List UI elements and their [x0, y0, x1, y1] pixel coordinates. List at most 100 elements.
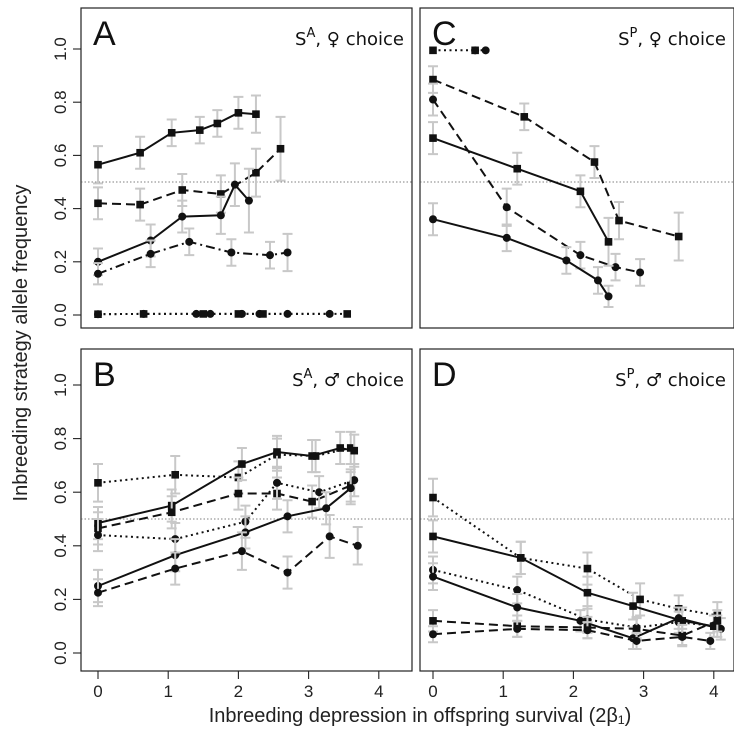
data-point	[94, 160, 102, 169]
panel-d-title: SP, ♂ choice	[615, 367, 726, 391]
data-point	[192, 309, 201, 318]
x-tick-label: 1	[498, 682, 507, 701]
data-point	[576, 187, 585, 196]
data-point	[513, 624, 522, 633]
panel-c-series-5	[428, 121, 614, 267]
data-point	[632, 625, 641, 633]
panel-c-series-4	[428, 82, 646, 287]
data-point	[604, 292, 613, 301]
data-point	[481, 46, 490, 55]
series-line	[432, 575, 722, 640]
x-tick-label: 4	[709, 682, 718, 701]
data-point	[276, 144, 285, 153]
panel-d-frame	[419, 348, 734, 672]
data-point	[217, 190, 225, 198]
series-line	[97, 111, 257, 166]
data-point	[265, 251, 274, 260]
data-point	[576, 251, 585, 260]
data-point	[94, 199, 102, 208]
series-line	[432, 137, 610, 243]
data-point	[502, 203, 511, 212]
panel-c: C SP, ♀ choice	[419, 7, 734, 329]
data-point	[252, 110, 260, 118]
data-point	[136, 200, 144, 209]
data-point	[678, 632, 687, 641]
data-point	[346, 484, 355, 493]
data-point	[206, 309, 215, 318]
data-point	[283, 309, 292, 318]
data-point	[308, 497, 316, 506]
data-point	[139, 310, 148, 318]
panel-a-series-2	[93, 115, 286, 222]
data-point	[429, 46, 437, 55]
y-axis-label: Inbreeding strategy allele frequency	[10, 185, 32, 502]
data-point	[674, 232, 683, 241]
data-point	[350, 476, 359, 485]
data-point	[429, 572, 437, 581]
data-point	[562, 256, 571, 265]
y-tick-label: 0.4	[51, 534, 70, 558]
data-point	[94, 479, 102, 487]
data-point	[520, 113, 529, 121]
data-point	[583, 588, 592, 597]
data-point	[244, 196, 253, 205]
data-point	[502, 233, 511, 242]
x-tick-label: 2	[569, 682, 578, 701]
series-line	[432, 78, 679, 238]
data-point	[429, 493, 437, 502]
data-point	[94, 310, 102, 319]
data-point	[234, 489, 243, 498]
data-point	[213, 119, 222, 128]
y-tick-label: 0.8	[51, 90, 70, 114]
data-point	[234, 109, 243, 117]
data-point	[238, 460, 246, 468]
data-point	[674, 614, 683, 623]
panel-a-letter: A	[93, 15, 116, 53]
data-point	[636, 595, 644, 604]
data-point	[513, 586, 522, 595]
x-axis-label: Inbreeding depression in offspring survi…	[209, 705, 632, 727]
axes-extra: 0.0 0.2 0.4 0.6 0.8 1.0 0.0 0.2 0.4 0.6 0.8 1.0 0 1 2 3…	[51, 37, 719, 701]
data-point	[706, 636, 715, 645]
panel-c-series-2	[471, 46, 490, 55]
data-point	[590, 158, 599, 166]
data-point	[216, 211, 225, 220]
panel-d-series-1	[428, 477, 723, 630]
data-point	[632, 636, 641, 645]
data-point	[429, 617, 437, 625]
x-tick-label: 2	[234, 682, 243, 701]
panel-c-series-6	[428, 202, 614, 309]
panel-a-series-1	[93, 94, 261, 185]
y-tick-label: 0.2	[51, 588, 70, 612]
series-line	[97, 487, 352, 587]
panel-a-title: SA, ♀ choice	[295, 26, 404, 50]
x-tick-label: 4	[374, 682, 383, 701]
data-point	[178, 212, 187, 221]
series-line	[97, 148, 282, 206]
panel-b-series-6	[93, 513, 363, 608]
data-point	[516, 554, 525, 562]
data-point	[615, 216, 623, 225]
y-tick-label: 0.8	[51, 427, 70, 451]
data-point	[273, 478, 282, 487]
panel-b-letter: B	[93, 356, 116, 394]
data-point	[576, 616, 585, 625]
data-point	[178, 186, 187, 194]
x-tick-label: 3	[304, 682, 313, 701]
y-tick-label: 0.0	[51, 641, 70, 665]
data-point	[636, 268, 645, 277]
data-point	[94, 269, 102, 278]
data-point	[171, 470, 180, 479]
data-point	[611, 263, 620, 272]
panel-c-title: SP, ♀ choice	[618, 26, 726, 50]
data-point	[136, 148, 144, 157]
x-tick-label: 1	[163, 682, 172, 701]
series-line	[97, 535, 359, 594]
data-point	[283, 568, 292, 577]
data-point	[167, 508, 176, 517]
y-tick-label: 0.6	[51, 144, 70, 168]
data-point	[350, 446, 359, 455]
series-line	[97, 240, 288, 275]
series-line	[432, 496, 718, 617]
